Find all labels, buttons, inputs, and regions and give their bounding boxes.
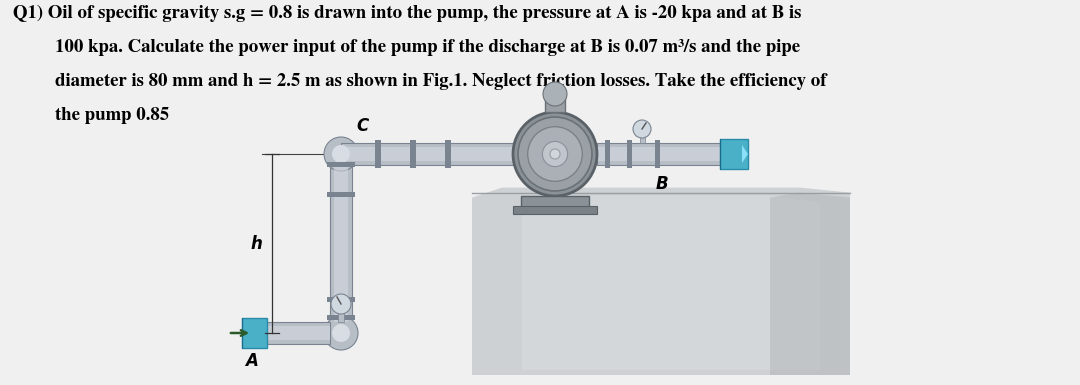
Bar [341,147,513,161]
Text: A: A [245,352,258,370]
Bar [327,297,355,302]
Circle shape [542,141,568,167]
Circle shape [528,127,582,181]
Bar [242,318,267,348]
Bar [605,140,610,168]
Circle shape [324,137,357,171]
Text: 100 kpa. Calculate the power input of the pump if the discharge at B is 0.07 m³/: 100 kpa. Calculate the power input of th… [55,39,800,56]
Text: C: C [356,117,369,135]
Text: Q1) Oil of specific gravity s.g = 0.8 is drawn into the pump, the pressure at A : Q1) Oil of specific gravity s.g = 0.8 is… [13,5,801,22]
Polygon shape [522,196,820,370]
Bar [720,139,748,169]
Bar [327,192,355,197]
Bar [627,140,632,168]
Bar [410,140,416,168]
Polygon shape [742,145,748,163]
Bar [338,312,345,322]
Circle shape [332,324,350,342]
Bar [265,326,330,340]
Bar [265,322,330,344]
Circle shape [550,149,561,159]
Bar [522,196,589,208]
Bar [597,147,720,161]
Bar [341,143,513,165]
Polygon shape [770,192,850,375]
Circle shape [633,120,651,138]
Text: h: h [251,234,262,253]
Bar [639,135,645,143]
Circle shape [324,316,357,350]
Bar [327,315,355,320]
Bar [327,162,355,167]
Bar [375,140,381,168]
Circle shape [513,112,597,196]
Bar [545,94,565,112]
Circle shape [543,82,567,106]
Circle shape [518,117,592,191]
Text: diameter is 80 mm and h = 2.5 m as shown in Fig.1. Neglect friction losses. Take: diameter is 80 mm and h = 2.5 m as shown… [55,73,826,90]
Polygon shape [472,187,850,375]
Circle shape [330,294,351,314]
Bar [513,206,596,214]
Circle shape [332,145,350,163]
Bar [597,143,720,165]
Bar [654,140,660,168]
Bar [330,165,352,322]
Text: B: B [656,175,669,193]
Bar [445,140,451,168]
Text: the pump 0.85: the pump 0.85 [55,107,170,124]
Bar [334,165,348,322]
